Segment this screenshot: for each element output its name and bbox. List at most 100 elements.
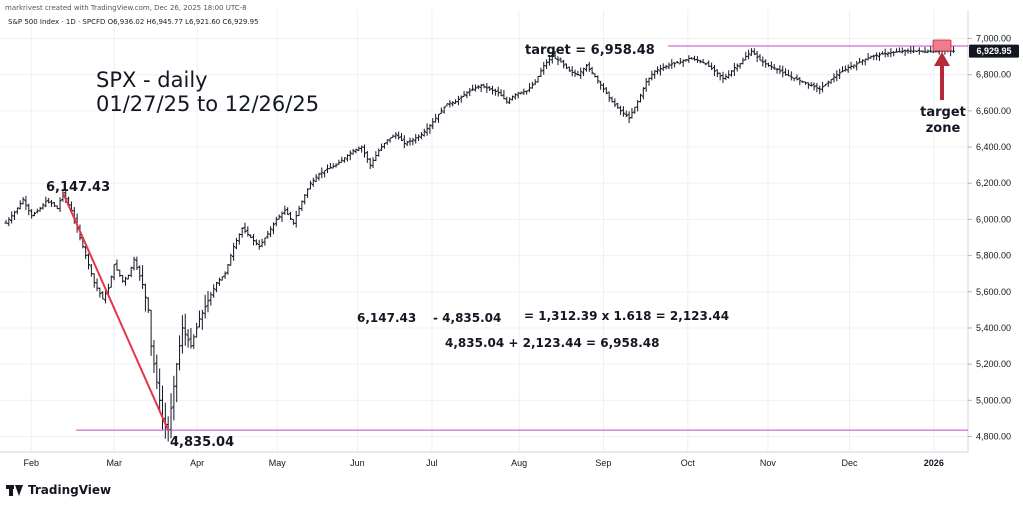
- ohlc-bar: [510, 95, 515, 101]
- ohlc-bar: [385, 139, 389, 145]
- ohlc-bar: [636, 100, 640, 112]
- ohlc-bar: [251, 233, 256, 246]
- ohlc-bar: [658, 64, 663, 76]
- ohlc-bar: [280, 211, 284, 222]
- x-tick-label: Dec: [841, 458, 858, 468]
- ohlc-bar: [297, 205, 301, 217]
- ohlc-bar: [473, 84, 478, 92]
- ohlc-bar: [35, 208, 39, 214]
- ohlc-bar: [243, 222, 247, 234]
- ohlc-bar: [132, 256, 136, 271]
- ohlc-bar: [303, 194, 307, 205]
- ohlc-bar: [308, 180, 313, 190]
- ohlc-bar: [738, 63, 742, 69]
- ohlc-bar: [10, 211, 14, 224]
- ohlc-bar: [143, 283, 148, 312]
- ohlc-bar: [707, 60, 711, 68]
- ohlc-bar: [803, 81, 808, 85]
- ohlc-bar: [342, 157, 347, 163]
- ohlc-bar: [653, 70, 657, 79]
- x-tick-label: May: [269, 458, 287, 468]
- y-tick-label: 5,200.00: [976, 359, 1011, 369]
- ohlc-bar: [863, 58, 867, 66]
- ohlc-bar: [92, 273, 96, 288]
- ohlc-bar: [761, 56, 765, 67]
- ohlc-bar: [399, 133, 404, 141]
- ohlc-bar: [30, 209, 34, 219]
- ohlc-bar: [766, 62, 771, 67]
- ohlc-bar: [229, 253, 233, 266]
- ohlc-bar: [121, 275, 125, 283]
- ohlc-bar: [920, 50, 924, 53]
- ohlc-bar: [175, 362, 179, 403]
- ohlc-bar: [249, 234, 253, 239]
- ohlc-bar: [271, 222, 276, 235]
- ohlc-bar: [823, 83, 828, 87]
- ohlc-bar: [701, 58, 705, 64]
- ohlc-bar: [402, 135, 406, 149]
- ohlc-bar: [195, 322, 199, 338]
- ohlc-bar: [485, 83, 489, 93]
- ohlc-bar: [801, 80, 805, 83]
- ohlc-bar: [818, 85, 822, 95]
- ohlc-bar: [604, 87, 608, 95]
- grid-lines: [0, 10, 968, 452]
- target-zone-label-1: target: [920, 105, 966, 120]
- ohlc-bar: [897, 47, 902, 53]
- ohlc-bar: [360, 145, 364, 153]
- ohlc-bar: [675, 61, 680, 64]
- ohlc-bar: [581, 67, 586, 77]
- ohlc-bar: [217, 277, 221, 286]
- last-price-badge: [969, 44, 1019, 58]
- ohlc-bar: [212, 284, 216, 298]
- ohlc-bar: [348, 150, 352, 161]
- ohlc-bar: [226, 264, 230, 275]
- ohlc-bar: [314, 174, 318, 182]
- y-tick-label: 6,200.00: [976, 178, 1011, 188]
- ohlc-bar: [234, 237, 239, 250]
- ohlc-bar: [340, 156, 344, 163]
- ohlc-bar: [610, 96, 614, 103]
- ohlc-bar: [445, 103, 449, 107]
- ohlc-bar: [47, 197, 51, 204]
- ohlc-bar: [351, 148, 355, 155]
- ohlc-bar: [704, 62, 708, 66]
- swing-low-label: 4,835.04: [170, 435, 234, 450]
- tradingview-logo[interactable]: TradingView: [6, 483, 111, 497]
- ohlc-bar: [89, 264, 93, 277]
- ohlc-bar: [180, 315, 185, 354]
- ohlc-bar: [917, 47, 921, 55]
- ohlc-bar: [209, 291, 213, 306]
- target-zone-label-2: zone: [926, 121, 961, 136]
- ohlc-bar: [152, 340, 156, 373]
- ohlc-bar: [758, 54, 762, 61]
- ohlc-bar: [354, 148, 358, 154]
- ohlc-bar: [200, 309, 204, 330]
- y-tick-label: 6,600.00: [976, 106, 1011, 116]
- ohlc-bar: [909, 46, 913, 54]
- ohlc-bar: [638, 93, 643, 103]
- ohlc-bar: [772, 63, 776, 70]
- ohlc-bar: [428, 124, 432, 134]
- ohlc-bar: [183, 313, 187, 346]
- x-tick-label: Aug: [511, 458, 527, 468]
- ohlc-bar: [416, 134, 421, 141]
- ohlc-bar: [616, 102, 620, 109]
- ohlc-bar: [257, 239, 261, 250]
- ohlc-bar: [49, 199, 54, 207]
- y-tick-label: 6,000.00: [976, 214, 1011, 224]
- ohlc-bar: [681, 59, 685, 67]
- ohlc-bar: [377, 148, 381, 157]
- ohlc-bar: [829, 79, 833, 84]
- ohlc-bar: [453, 99, 458, 104]
- calc-high: 6,147.43: [357, 311, 416, 325]
- ohlc-bar: [305, 188, 310, 199]
- ohlc-bar: [718, 72, 722, 81]
- y-axis-ticks: 4,800.00 5,000.00 5,200.00 5,400.00 5,600.00…: [968, 34, 1011, 442]
- symbol-legend: S&P 500 Index · 1D · SPCFD O6,936.02 H6,…: [8, 18, 259, 26]
- ohlc-bar: [618, 105, 623, 115]
- ohlc-bar: [894, 48, 899, 53]
- target-zone-box: [932, 39, 952, 52]
- ohlc-bar: [789, 71, 793, 81]
- ohlc-bar: [872, 54, 876, 61]
